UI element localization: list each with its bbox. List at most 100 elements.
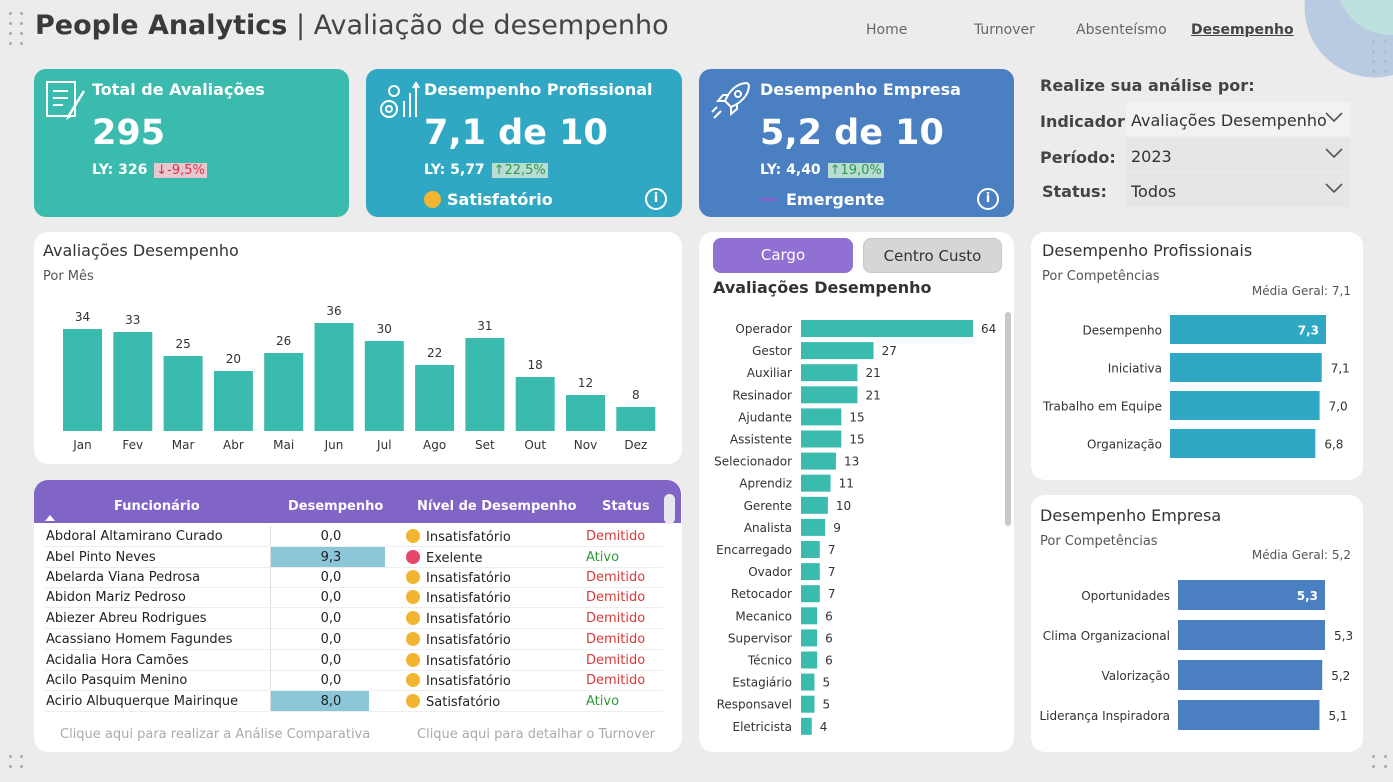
- nav-absenteismo[interactable]: Absenteísmo: [1076, 22, 1167, 38]
- col-header-nivel[interactable]: Nível de Desempenho: [417, 499, 577, 514]
- table-row[interactable]: Abel Pinto Neves 9,3 Exelente Ativo: [44, 547, 663, 568]
- bar-Jun[interactable]: [314, 323, 354, 431]
- info-icon[interactable]: i: [645, 188, 667, 210]
- bar-value-label: 21: [865, 388, 880, 402]
- bar-Desempenho[interactable]: [1170, 315, 1326, 344]
- filter-status-select[interactable]: Todos: [1126, 173, 1350, 207]
- score-value: 0,0: [320, 673, 342, 688]
- level-label: Insatisfatório: [426, 591, 511, 606]
- link-analise-comparativa[interactable]: Clique aqui para realizar a Análise Comp…: [60, 727, 371, 742]
- nav-turnover[interactable]: Turnover: [974, 22, 1035, 38]
- bar-Dez[interactable]: [616, 407, 656, 431]
- bar-Set[interactable]: [465, 338, 505, 431]
- bar-Mar[interactable]: [163, 356, 203, 431]
- table-row[interactable]: Acidalia Hora Camões 0,0 Insatisfatório Dem…: [44, 650, 663, 671]
- bar-Aprendiz[interactable]: [801, 474, 831, 492]
- bar-Retocador[interactable]: [801, 585, 820, 603]
- bar-Analista[interactable]: [801, 518, 826, 536]
- kpi-change-badge: ↑19,0%: [827, 163, 884, 178]
- link-detalhar-turnover[interactable]: Clique aqui para detalhar o Turnover: [417, 727, 656, 742]
- bar-value-label: 36: [326, 304, 341, 318]
- bar-Ovador[interactable]: [801, 563, 820, 581]
- bar-Eletricista[interactable]: [801, 717, 812, 735]
- bar-Oportunidades[interactable]: [1178, 580, 1325, 610]
- bar-Ago[interactable]: [415, 365, 455, 431]
- bar-Estagiário[interactable]: [801, 673, 815, 691]
- nav-desempenho[interactable]: Desempenho: [1191, 22, 1294, 38]
- y-tick-label: Analista: [744, 521, 792, 535]
- bar-Mecanico[interactable]: [801, 607, 818, 625]
- filter-label-status: Status:: [1042, 182, 1107, 201]
- table-row[interactable]: Abdoral Altamirano Curado 0,0 Insatisfatór…: [44, 526, 663, 547]
- cell-status: Demitido: [586, 673, 646, 688]
- score-value: 0,0: [320, 632, 342, 647]
- bar-Liderança Inspiradora[interactable]: [1178, 700, 1320, 730]
- nav-home[interactable]: Home: [866, 22, 908, 38]
- bar-Gerente[interactable]: [801, 496, 828, 514]
- table-row[interactable]: Abelarda Viana Pedrosa 0,0 Insatisfatório D…: [44, 567, 663, 588]
- tab-centro-custo[interactable]: Centro Custo: [863, 238, 1002, 273]
- bar-Iniciativa[interactable]: [1170, 353, 1322, 382]
- bar-Resinador[interactable]: [801, 386, 858, 404]
- level-label: Insatisfatório: [426, 654, 511, 669]
- y-tick-label: Selecionador: [714, 455, 792, 469]
- score-value: 8,0: [320, 694, 342, 709]
- bar-Encarregado[interactable]: [801, 541, 820, 558]
- bar-Jan[interactable]: [63, 329, 102, 431]
- chevron-down-icon: [1325, 148, 1343, 159]
- bar-Clima Organizacional[interactable]: [1178, 620, 1325, 650]
- bar-value-label: 34: [75, 310, 90, 324]
- cell-nivel: Insatisfatório: [406, 632, 511, 648]
- bar-Gestor[interactable]: [801, 342, 874, 360]
- bar-Supervisor[interactable]: [801, 629, 818, 647]
- bar-Auxiliar[interactable]: [801, 364, 858, 382]
- table-row[interactable]: Acassiano Homem Fagundes 0,0 Insatisfatóri…: [44, 629, 663, 650]
- info-icon[interactable]: i: [977, 188, 999, 210]
- bar-Operador[interactable]: [801, 320, 973, 337]
- bar-Mai[interactable]: [264, 353, 304, 431]
- table-row[interactable]: Acirio Albuquerque Mairinque 8,0 Satisfató…: [44, 691, 663, 712]
- kpi-change-badge: ↓-9,5%: [154, 163, 207, 178]
- table-row[interactable]: Acilo Pasquim Menino 0,0 Insatisfatório Dem…: [44, 670, 663, 691]
- sort-asc-icon[interactable]: [45, 515, 55, 521]
- bar-Jul[interactable]: [364, 341, 404, 431]
- table-row[interactable]: Abiezer Abreu Rodrigues 0,0 Insatisfatório…: [44, 608, 663, 629]
- cell-nivel: Insatisfatório: [406, 570, 511, 586]
- col-header-funcionario[interactable]: Funcionário: [114, 499, 200, 514]
- bar-Técnico[interactable]: [801, 651, 818, 669]
- filter-indicador-value: Avaliações Desempenho: [1131, 111, 1327, 130]
- y-tick-label: Trabalho em Equipe: [1042, 400, 1162, 414]
- bar-value-label: 7,3: [1298, 324, 1319, 338]
- filter-indicador-select[interactable]: Avaliações Desempenho: [1126, 102, 1350, 136]
- y-tick-label: Valorização: [1101, 669, 1170, 683]
- bar-Trabalho em Equipe[interactable]: [1170, 391, 1320, 420]
- bar-Selecionador[interactable]: [801, 452, 836, 470]
- cell-desempenho: 0,0: [270, 587, 384, 607]
- decor-dots-bottom-right-2: [1384, 755, 1393, 775]
- y-tick-label: Auxiliar: [747, 366, 792, 380]
- bar-Organização[interactable]: [1170, 429, 1316, 458]
- cell-funcionario: Acassiano Homem Fagundes: [46, 632, 233, 647]
- bar-Ajudante[interactable]: [801, 408, 842, 426]
- bar-Valorização[interactable]: [1178, 660, 1323, 690]
- bar-Abr[interactable]: [213, 371, 253, 431]
- table-row[interactable]: Abidon Mariz Pedroso 0,0 Insatisfatório Dem…: [44, 587, 663, 608]
- bar-Out[interactable]: [515, 377, 555, 431]
- bar-Responsavel[interactable]: [801, 695, 815, 713]
- bar-Nov[interactable]: [566, 395, 605, 431]
- cell-status: Demitido: [586, 529, 646, 544]
- col-header-desempenho[interactable]: Desempenho: [288, 499, 384, 514]
- decor-dots-left-2: [20, 12, 32, 52]
- col-header-status[interactable]: Status: [602, 499, 650, 514]
- kpi-last-year: LY: 5,77 ↑22,5%: [424, 162, 548, 178]
- filter-periodo-select[interactable]: 2023: [1126, 138, 1350, 172]
- x-tick-label: Jan: [72, 438, 92, 452]
- cargo-scrollbar[interactable]: [1005, 312, 1011, 526]
- bar-value-label: 33: [125, 313, 140, 327]
- bar-Fev[interactable]: [113, 332, 153, 431]
- bar-Assistente[interactable]: [801, 430, 842, 448]
- table-scrollbar[interactable]: [664, 494, 675, 524]
- tab-cargo[interactable]: Cargo: [713, 238, 853, 273]
- page-title-rest: Avaliação de desempenho: [313, 10, 669, 41]
- score-bar: [271, 547, 385, 567]
